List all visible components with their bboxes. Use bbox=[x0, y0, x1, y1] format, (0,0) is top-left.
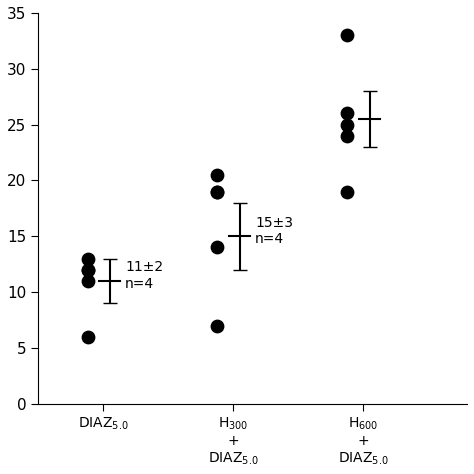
Point bbox=[214, 188, 221, 195]
Point bbox=[214, 188, 221, 195]
Point bbox=[84, 255, 91, 263]
Point bbox=[214, 171, 221, 179]
Point bbox=[214, 244, 221, 251]
Point bbox=[84, 277, 91, 285]
Point bbox=[344, 121, 351, 128]
Point bbox=[214, 322, 221, 329]
Point bbox=[344, 132, 351, 139]
Point bbox=[344, 109, 351, 117]
Point bbox=[84, 266, 91, 273]
Point bbox=[344, 31, 351, 39]
Text: 15±3
n=4: 15±3 n=4 bbox=[255, 216, 293, 246]
Point bbox=[84, 266, 91, 273]
Text: 11±2
n=4: 11±2 n=4 bbox=[125, 260, 164, 291]
Point bbox=[344, 188, 351, 195]
Point bbox=[84, 333, 91, 341]
